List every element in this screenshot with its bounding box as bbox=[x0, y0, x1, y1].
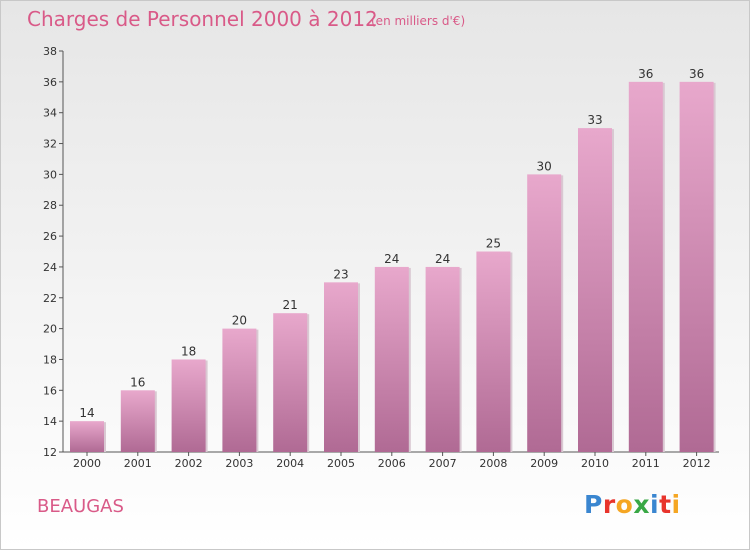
bar-value-label: 24 bbox=[384, 252, 399, 266]
logo-letter: i bbox=[671, 490, 681, 519]
proxiti-logo[interactable]: Proxiti bbox=[584, 490, 681, 519]
logo-letter: P bbox=[584, 490, 603, 519]
chart-title: Charges de Personnel 2000 à 2012 bbox=[27, 7, 378, 31]
y-tick-label: 38 bbox=[43, 45, 57, 58]
y-tick-label: 32 bbox=[43, 138, 57, 151]
y-tick-label: 18 bbox=[43, 353, 57, 366]
logo-letter: i bbox=[650, 490, 660, 519]
y-tick-label: 22 bbox=[43, 292, 57, 305]
x-tick-label: 2005 bbox=[327, 457, 355, 470]
logo-letter: x bbox=[633, 490, 650, 519]
chart-subtitle: (en milliers d'€) bbox=[371, 14, 466, 28]
y-tick-label: 34 bbox=[43, 107, 57, 120]
x-tick-label: 2012 bbox=[683, 457, 711, 470]
bar-value-label: 25 bbox=[486, 237, 501, 251]
x-tick-label: 2001 bbox=[124, 457, 152, 470]
x-tick-label: 2003 bbox=[225, 457, 253, 470]
chart-labels: 2000 14 2001 16 2002 18 2003 20 2004 21 2005 23 2006… bbox=[73, 67, 711, 470]
bar-value-label: 16 bbox=[130, 375, 145, 389]
x-tick-label: 2007 bbox=[429, 457, 457, 470]
bar-2011[interactable] bbox=[628, 81, 663, 452]
bar-2007[interactable] bbox=[425, 266, 460, 452]
y-tick-label: 12 bbox=[43, 446, 57, 459]
bar-value-label: 36 bbox=[689, 67, 704, 81]
town-name: BEAUGAS bbox=[37, 496, 124, 517]
x-tick-label: 2000 bbox=[73, 457, 101, 470]
chart-bars bbox=[70, 81, 716, 453]
y-tick-label: 14 bbox=[43, 415, 57, 428]
y-tick-label: 36 bbox=[43, 76, 57, 89]
x-tick-label: 2009 bbox=[530, 457, 558, 470]
y-tick-label: 16 bbox=[43, 384, 57, 397]
bar-2003[interactable] bbox=[222, 328, 257, 452]
x-tick-label: 2010 bbox=[581, 457, 609, 470]
x-tick-label: 2006 bbox=[378, 457, 406, 470]
y-tick-label: 26 bbox=[43, 230, 57, 243]
bar-value-label: 23 bbox=[333, 267, 348, 281]
y-tick-label: 24 bbox=[43, 261, 57, 274]
x-tick-label: 2011 bbox=[632, 457, 660, 470]
bar-2006[interactable] bbox=[374, 266, 409, 452]
bar-value-label: 20 bbox=[232, 314, 247, 328]
bar-value-label: 33 bbox=[587, 113, 602, 127]
x-tick-label: 2004 bbox=[276, 457, 304, 470]
bar-value-label: 21 bbox=[283, 298, 298, 312]
bar-value-label: 30 bbox=[537, 159, 552, 173]
logo-letter: o bbox=[615, 490, 634, 519]
logo-letter: r bbox=[602, 490, 616, 519]
bar-2008[interactable] bbox=[476, 251, 511, 453]
bar-2005[interactable] bbox=[324, 282, 358, 452]
bar-value-label: 14 bbox=[79, 406, 94, 420]
bar-2002[interactable] bbox=[171, 359, 206, 452]
bar-value-label: 18 bbox=[181, 344, 196, 358]
y-tick-label: 30 bbox=[43, 168, 57, 181]
bar-2001[interactable] bbox=[120, 390, 155, 452]
bar-value-label: 24 bbox=[435, 252, 450, 266]
chart-axes: 12 14 16 18 20 22 24 26 28 30 32 34 36 38 bbox=[43, 45, 719, 459]
bar-2004[interactable] bbox=[273, 313, 308, 452]
y-tick-label: 20 bbox=[43, 323, 57, 336]
y-tick-label: 28 bbox=[43, 199, 57, 212]
x-tick-label: 2002 bbox=[175, 457, 203, 470]
logo-letter: t bbox=[659, 490, 672, 519]
bar-value-label: 36 bbox=[638, 67, 653, 81]
x-tick-label: 2008 bbox=[479, 457, 507, 470]
bar-2000[interactable] bbox=[70, 421, 104, 452]
bar-2012[interactable] bbox=[679, 81, 714, 452]
bar-2009[interactable] bbox=[527, 174, 562, 452]
bar-2010[interactable] bbox=[578, 128, 612, 452]
